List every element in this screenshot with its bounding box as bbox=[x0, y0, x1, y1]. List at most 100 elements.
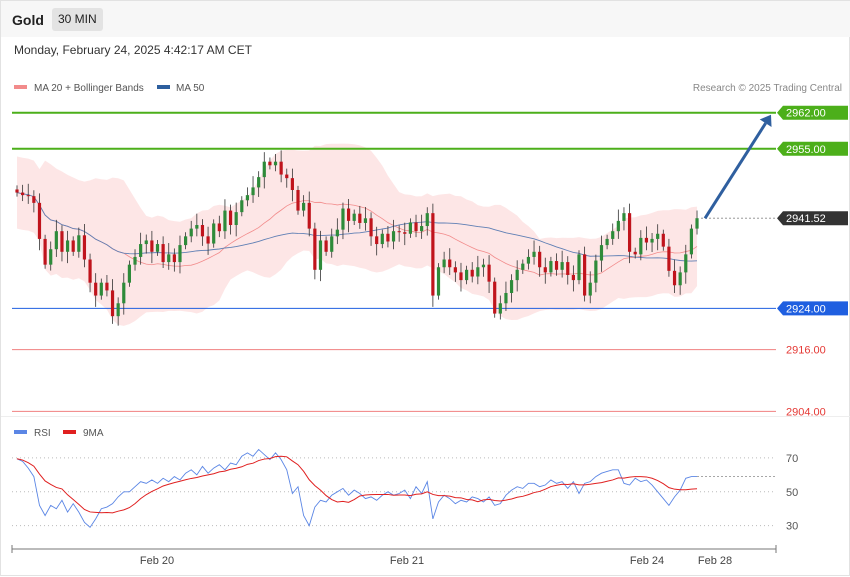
candle-body bbox=[15, 189, 19, 193]
candle-body bbox=[245, 195, 250, 201]
candle bbox=[656, 224, 660, 251]
candle-body bbox=[139, 244, 143, 257]
candle bbox=[414, 214, 418, 238]
ma20-legend-label: MA 20 + Bollinger Bands bbox=[34, 83, 144, 94]
candle-body bbox=[189, 228, 193, 237]
candle-body bbox=[65, 240, 70, 252]
candle-body bbox=[88, 259, 92, 283]
candle bbox=[77, 227, 81, 258]
pivot-label: 2924.00 bbox=[786, 303, 826, 315]
candle bbox=[268, 157, 272, 170]
candle bbox=[139, 232, 143, 265]
candle-body bbox=[526, 256, 531, 264]
candle bbox=[667, 238, 671, 277]
candle-body bbox=[217, 223, 221, 232]
candle bbox=[459, 262, 463, 292]
candle bbox=[611, 223, 615, 245]
candle bbox=[358, 205, 362, 229]
candle bbox=[251, 176, 255, 203]
candle bbox=[397, 225, 401, 242]
candle-body bbox=[689, 228, 693, 255]
candle-body bbox=[436, 267, 441, 296]
candle-body bbox=[448, 259, 452, 268]
candle bbox=[122, 273, 126, 315]
candle bbox=[498, 295, 502, 320]
candle bbox=[32, 190, 36, 213]
candle bbox=[223, 199, 227, 239]
candle-body bbox=[521, 263, 525, 270]
candle bbox=[245, 187, 250, 207]
candle-body bbox=[375, 236, 379, 245]
candle bbox=[21, 184, 25, 202]
candle-body bbox=[105, 282, 109, 291]
candle-body bbox=[234, 212, 238, 226]
x-tick-label: Feb 24 bbox=[630, 555, 664, 567]
candle bbox=[172, 248, 176, 272]
candle-body bbox=[94, 282, 98, 296]
candle-body bbox=[273, 161, 278, 166]
candle bbox=[54, 219, 58, 257]
candle-body bbox=[504, 292, 508, 304]
candle bbox=[594, 254, 598, 293]
candle-body bbox=[391, 231, 396, 242]
candle-body bbox=[352, 213, 356, 221]
candle bbox=[554, 253, 559, 276]
candle bbox=[206, 226, 210, 255]
candle-body bbox=[240, 200, 244, 213]
candle bbox=[442, 251, 446, 274]
instrument-title: Gold bbox=[12, 12, 44, 28]
candle bbox=[26, 183, 30, 204]
candle bbox=[15, 185, 19, 197]
candle-body bbox=[695, 218, 699, 229]
candle-body bbox=[49, 249, 53, 265]
candle-body bbox=[262, 161, 266, 178]
candle-body bbox=[656, 233, 660, 239]
candle bbox=[318, 230, 323, 282]
rsi-pane: 70 50 30 bbox=[12, 448, 798, 533]
candle bbox=[144, 234, 148, 254]
bollinger-bands bbox=[17, 143, 698, 326]
main-legend: MA 20 + Bollinger Bands MA 50 Research ©… bbox=[14, 83, 842, 94]
candle bbox=[37, 193, 42, 251]
candle bbox=[493, 277, 497, 318]
candle-body bbox=[32, 196, 36, 203]
candle bbox=[521, 259, 525, 274]
candle-body bbox=[583, 254, 587, 296]
candle bbox=[212, 219, 216, 248]
timeframe-badge[interactable]: 30 MIN bbox=[52, 8, 103, 31]
candle bbox=[273, 153, 278, 172]
candle bbox=[588, 271, 592, 304]
candle bbox=[352, 209, 356, 226]
candle-body bbox=[554, 261, 559, 270]
candle bbox=[257, 171, 261, 197]
candle-body bbox=[470, 269, 474, 277]
candle bbox=[307, 191, 311, 237]
candle-body bbox=[605, 238, 609, 246]
candle-body bbox=[509, 280, 514, 293]
candle bbox=[234, 202, 238, 237]
candle bbox=[633, 247, 637, 259]
candle-body bbox=[560, 262, 564, 270]
x-tick-label: Feb 20 bbox=[140, 555, 174, 567]
rsi-level-label: 70 bbox=[786, 453, 798, 465]
candle-body bbox=[172, 254, 176, 263]
candle-body bbox=[577, 254, 581, 281]
time-axis: Feb 20 Feb 21 Feb 24 Feb 28 bbox=[11, 545, 777, 567]
candle bbox=[386, 226, 390, 248]
candle bbox=[105, 274, 109, 297]
candle bbox=[639, 230, 643, 261]
candle-body bbox=[54, 231, 58, 250]
candle-body bbox=[616, 220, 620, 232]
candle bbox=[341, 202, 345, 240]
rsi-ma-legend-label: 9MA bbox=[83, 428, 104, 439]
candle-body bbox=[543, 267, 547, 273]
candle bbox=[689, 224, 693, 259]
candle bbox=[380, 229, 384, 249]
candle bbox=[526, 249, 531, 270]
candle-body bbox=[594, 260, 598, 283]
rsi-legend-label: RSI bbox=[34, 428, 51, 439]
candle-body bbox=[566, 262, 570, 275]
candle-body bbox=[26, 195, 30, 197]
